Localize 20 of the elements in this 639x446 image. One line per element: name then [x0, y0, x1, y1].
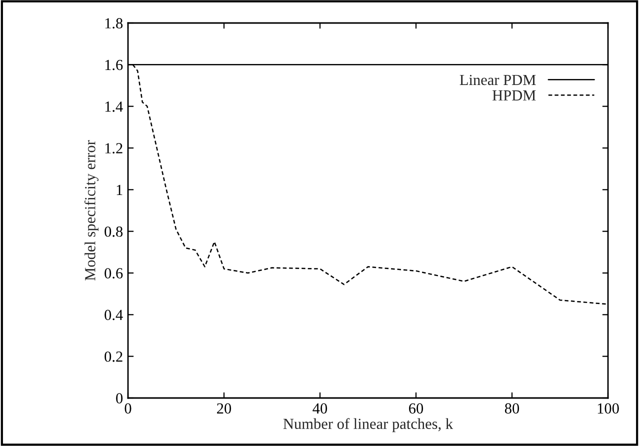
- x-tick-label: 20: [217, 403, 232, 414]
- y-tick-label: 1: [116, 184, 122, 195]
- x-tick-label: 60: [409, 403, 424, 414]
- x-tick-label: 40: [312, 403, 328, 414]
- x-tick-label: 100: [598, 403, 619, 414]
- x-tick-label: 80: [504, 403, 520, 414]
- y-tick-label: 1.8: [105, 18, 123, 29]
- y-tick-label: 0: [116, 393, 123, 404]
- y-tick-label: 0.4: [104, 310, 123, 320]
- legend-label: Linear PDM: [460, 74, 536, 86]
- y-tick-label: 0.6: [104, 268, 123, 279]
- x-axis-title: Number of linear patches, k: [283, 418, 454, 432]
- y-tick-label: 1.2: [105, 143, 122, 154]
- y-tick-label: 1.4: [105, 102, 123, 112]
- y-tick-label: 1.6: [105, 60, 123, 70]
- y-tick-label: 0.2: [104, 351, 122, 362]
- legend-label: HPDM: [492, 90, 536, 100]
- y-axis-title: Model specificity error: [84, 140, 98, 280]
- x-tick-label: 0: [124, 403, 132, 414]
- y-tick-label: 0.8: [104, 226, 123, 237]
